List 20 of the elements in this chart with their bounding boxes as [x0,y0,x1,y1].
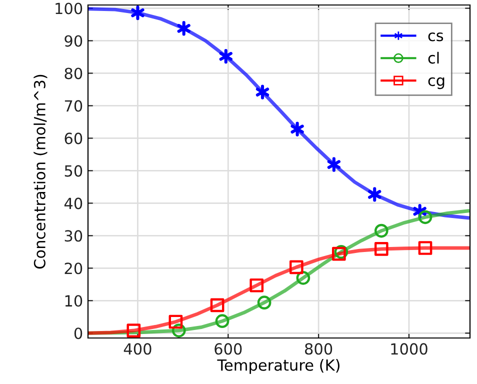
x-tick-label: 600 [214,343,242,355]
x-tick-label: 1000 [391,343,428,355]
y-tick-label: 30 [64,230,82,242]
y-tick-label: 0 [74,328,82,340]
y-tick-label: 50 [64,165,82,177]
x-tick-label: 400 [124,343,152,355]
y-tick-label: 80 [64,68,82,80]
y-axis-title: Concentration (mol/m^3) [34,74,48,269]
y-tick-label: 70 [64,100,82,112]
y-tick-label: 90 [64,35,82,47]
y-tick-label: 100 [56,2,82,14]
y-tick-label: 10 [65,295,82,307]
y-tick-label: 20 [64,262,82,274]
y-tick-label: 60 [64,132,82,144]
y-tick-label: 40 [64,198,82,210]
legend-label: cs [428,32,444,42]
x-axis-title: Temperature (K) [217,359,340,374]
x-tick-label: 800 [305,343,332,355]
legend-label: cg [428,77,444,90]
legend-label: cl [428,52,439,64]
